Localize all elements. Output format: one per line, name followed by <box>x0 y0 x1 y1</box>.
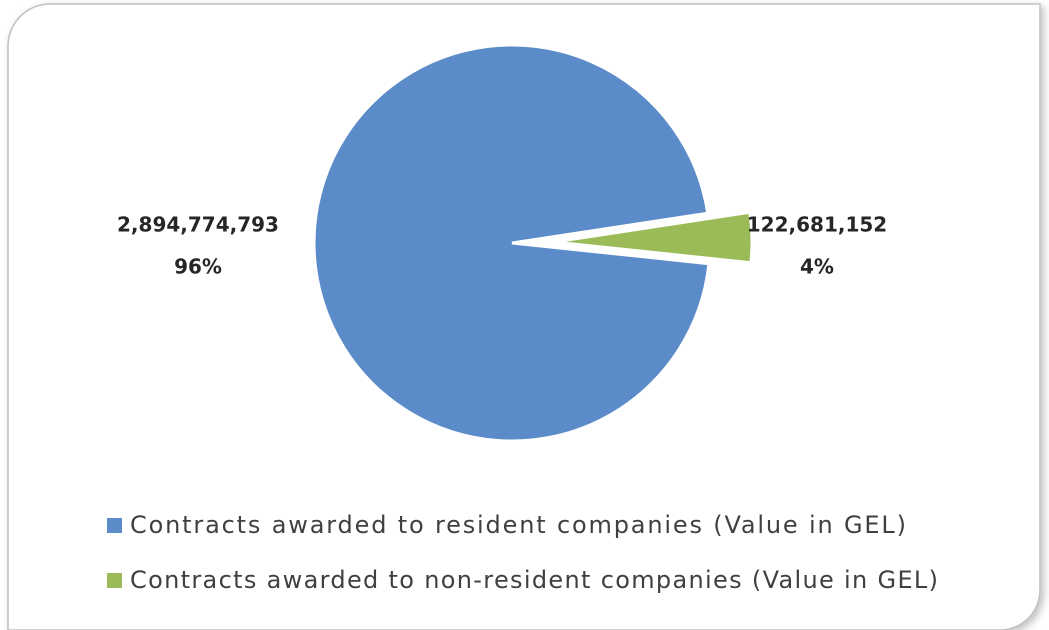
pie-slice <box>312 43 711 443</box>
percent-label: 96% <box>174 255 222 279</box>
percent-label: 4% <box>800 255 834 279</box>
pie-slice <box>553 210 754 265</box>
value-label: 2,894,774,793 <box>117 213 279 237</box>
value-label: 122,681,152 <box>747 213 887 237</box>
legend-swatch <box>107 518 122 533</box>
legend-label: Contracts awarded to non-resident compan… <box>130 566 938 594</box>
legend-swatch <box>107 573 122 588</box>
